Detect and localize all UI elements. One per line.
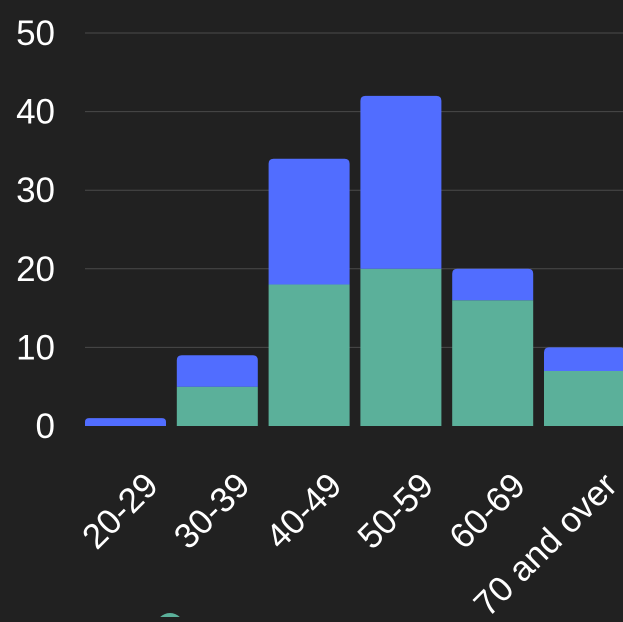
x-tick-label: 20-29 xyxy=(75,466,166,557)
bar-segment-40-49-series-1 xyxy=(268,284,350,426)
y-tick-label: 30 xyxy=(16,171,55,210)
grid-layer xyxy=(85,32,623,348)
bar-segment-30-39-series-2 xyxy=(176,355,258,387)
bar-segment-70 and over-series-2 xyxy=(544,347,623,371)
bar-segment-70 and over-series-1 xyxy=(544,370,623,426)
y-tick-label: 50 xyxy=(16,14,55,53)
y-tick-label: 20 xyxy=(16,250,55,289)
legend xyxy=(156,613,184,622)
y-tick-label: 40 xyxy=(16,93,55,132)
x-tick-label: 50-59 xyxy=(350,466,441,557)
legend-marker xyxy=(156,613,184,622)
x-tick-label: 30-39 xyxy=(167,466,258,557)
bar-segment-30-39-series-1 xyxy=(176,386,258,426)
bar-segment-50-59-series-2 xyxy=(360,95,442,269)
x-tick-label: 40-49 xyxy=(258,466,349,557)
bar-segment-40-49-series-2 xyxy=(268,158,350,285)
y-axis-ticks: 0 10 20 30 40 50 xyxy=(16,14,55,446)
bar-segment-60-69-series-2 xyxy=(452,268,534,301)
bar-segment-60-69-series-1 xyxy=(452,300,534,426)
y-tick-label: 0 xyxy=(36,407,55,446)
bar-segment-50-59-series-1 xyxy=(360,268,442,426)
y-tick-label: 10 xyxy=(16,328,55,367)
bars xyxy=(85,95,623,426)
bar-segment-20-29-series-2 xyxy=(85,418,166,426)
